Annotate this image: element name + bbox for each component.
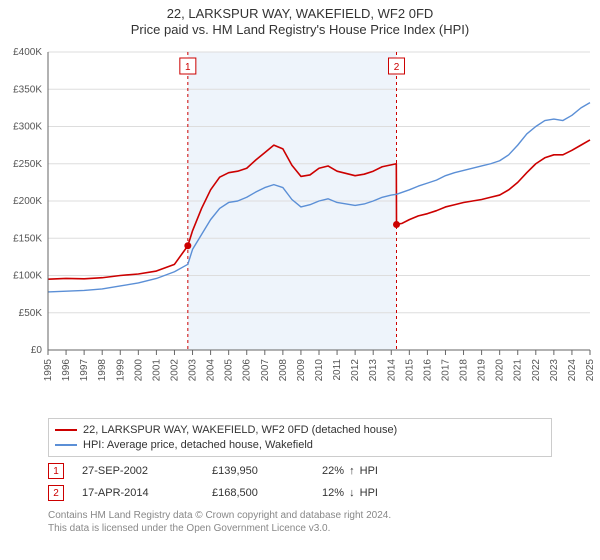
sale-price-1: £139,950: [212, 465, 322, 477]
disclaimer: Contains HM Land Registry data © Crown c…: [48, 510, 552, 535]
svg-text:2005: 2005: [224, 359, 235, 382]
svg-text:1997: 1997: [79, 359, 90, 382]
sale-price-2: £168,500: [212, 487, 322, 499]
disclaimer-line1: Contains HM Land Registry data © Crown c…: [48, 510, 391, 521]
sale-date-1: 27-SEP-2002: [82, 465, 212, 477]
svg-text:2: 2: [394, 62, 400, 73]
svg-text:1998: 1998: [97, 359, 108, 382]
sale-diff-1: 22% ↑ HPI: [322, 465, 442, 477]
svg-text:2012: 2012: [350, 359, 361, 382]
arrow-down-icon: ↓: [347, 487, 357, 499]
svg-text:£250K: £250K: [13, 159, 42, 170]
legend-swatch-hpi: [55, 444, 77, 446]
svg-text:2025: 2025: [585, 359, 596, 382]
svg-text:2007: 2007: [260, 359, 271, 382]
svg-text:2009: 2009: [296, 359, 307, 382]
svg-text:£300K: £300K: [13, 122, 42, 133]
svg-text:1996: 1996: [61, 359, 72, 382]
svg-text:1: 1: [185, 62, 191, 73]
svg-text:£350K: £350K: [13, 84, 42, 95]
svg-text:2017: 2017: [440, 359, 451, 382]
legend-item-hpi: HPI: Average price, detached house, Wake…: [55, 438, 545, 453]
svg-text:2016: 2016: [422, 359, 433, 382]
svg-text:2021: 2021: [513, 359, 524, 382]
svg-text:2018: 2018: [459, 359, 470, 382]
svg-text:2010: 2010: [314, 359, 325, 382]
svg-text:1995: 1995: [43, 359, 54, 382]
sale-row-2: 2 17-APR-2014 £168,500 12% ↓ HPI: [48, 482, 552, 504]
price-chart: £0 £50K £100K £150K £200K £250K £300K £350K £400…: [0, 42, 600, 412]
svg-text:2020: 2020: [495, 359, 506, 382]
svg-text:2004: 2004: [206, 359, 217, 382]
svg-text:2022: 2022: [531, 359, 542, 382]
svg-text:£200K: £200K: [13, 196, 42, 207]
svg-text:2002: 2002: [169, 359, 180, 382]
svg-text:£400K: £400K: [13, 47, 42, 58]
sale-row-1: 1 27-SEP-2002 £139,950 22% ↑ HPI: [48, 460, 552, 482]
svg-text:2019: 2019: [477, 359, 488, 382]
title-line2: Price paid vs. HM Land Registry's House …: [0, 22, 600, 38]
arrow-up-icon: ↑: [347, 465, 357, 477]
svg-text:2015: 2015: [404, 359, 415, 382]
svg-text:2013: 2013: [368, 359, 379, 382]
sale-marker-2: 2: [48, 485, 64, 501]
legend-label-price-paid: 22, LARKSPUR WAY, WAKEFIELD, WF2 0FD (de…: [83, 423, 397, 438]
svg-text:2006: 2006: [242, 359, 253, 382]
svg-text:£100K: £100K: [13, 271, 42, 282]
disclaimer-line2: This data is licensed under the Open Gov…: [48, 523, 330, 534]
chart-title: 22, LARKSPUR WAY, WAKEFIELD, WF2 0FD Pri…: [0, 0, 600, 39]
svg-text:2003: 2003: [188, 359, 199, 382]
svg-text:2011: 2011: [332, 359, 343, 381]
svg-text:2008: 2008: [278, 359, 289, 382]
legend-swatch-price-paid: [55, 429, 77, 431]
svg-text:£50K: £50K: [19, 308, 43, 319]
svg-text:2000: 2000: [133, 359, 144, 382]
svg-text:2024: 2024: [567, 359, 578, 382]
sale-diff-2: 12% ↓ HPI: [322, 487, 442, 499]
svg-text:2001: 2001: [151, 359, 162, 382]
legend-label-hpi: HPI: Average price, detached house, Wake…: [83, 438, 313, 453]
svg-text:1999: 1999: [115, 359, 126, 382]
title-line1: 22, LARKSPUR WAY, WAKEFIELD, WF2 0FD: [167, 6, 434, 21]
sales-table: 1 27-SEP-2002 £139,950 22% ↑ HPI 2 17-AP…: [48, 460, 552, 504]
legend-item-price-paid: 22, LARKSPUR WAY, WAKEFIELD, WF2 0FD (de…: [55, 423, 545, 438]
svg-text:£0: £0: [31, 345, 43, 356]
sale-marker-1: 1: [48, 463, 64, 479]
legend: 22, LARKSPUR WAY, WAKEFIELD, WF2 0FD (de…: [48, 418, 552, 457]
svg-text:2014: 2014: [386, 359, 397, 382]
svg-text:2023: 2023: [549, 359, 560, 382]
svg-text:£150K: £150K: [13, 233, 42, 244]
sale-date-2: 17-APR-2014: [82, 487, 212, 499]
